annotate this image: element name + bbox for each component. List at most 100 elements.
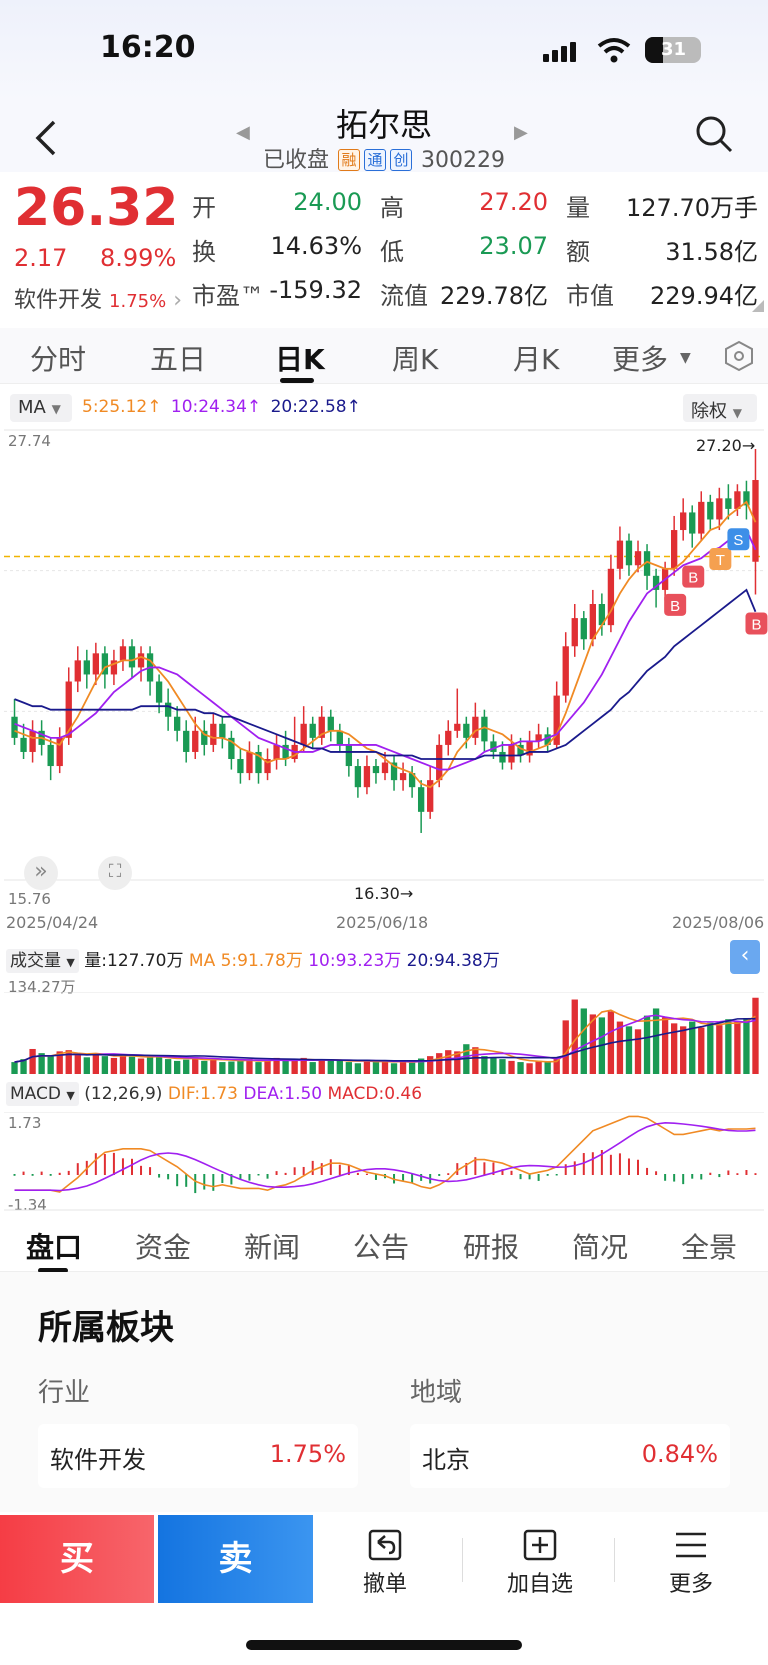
cancel-order-button[interactable]: 撤单 [330,1528,440,1616]
candle-body [580,618,587,640]
signal-badge [727,528,750,551]
tab-detail[interactable]: 公告 [353,1231,410,1264]
next-stock-icon[interactable]: ▶ [514,122,528,143]
more-button[interactable]: 更多 [636,1528,746,1616]
sell-button[interactable]: 卖 [158,1515,313,1603]
quote-label: 额 [566,238,590,266]
region-card[interactable]: 北京 0.84% [410,1424,730,1488]
volume-bar [526,1063,533,1074]
signal-letter: B [751,617,761,634]
volume-bar [634,1029,642,1074]
volume-bar [670,1023,678,1074]
macd-selector[interactable]: MACD ▼ [6,1082,79,1106]
tab-period[interactable]: 更多 [612,343,669,376]
adjust-selector[interactable]: 除权 ▼ [683,394,757,422]
search-icon[interactable] [694,114,734,154]
ma-selector[interactable]: MA ▼ [10,394,72,422]
volume-bar [725,1019,732,1074]
cancel-label: 撤单 [362,1572,407,1597]
candle-body [517,744,524,756]
tab-detail[interactable]: 资金 [135,1231,192,1264]
ma20-line [14,588,757,760]
volume-bar [318,1060,325,1074]
industry-card[interactable]: 软件开发 1.75% [38,1424,358,1488]
candle-body [707,501,714,520]
candle-body [526,741,533,756]
volume-bar [408,1062,416,1074]
prev-stock-icon[interactable]: ◀ [236,122,250,143]
volume-bar [580,1008,587,1074]
tab-detail[interactable]: 简况 [572,1231,629,1264]
candle-body [101,653,109,675]
candle-body [29,730,36,752]
candle-body [616,540,624,569]
volume-bar [47,1056,54,1074]
chevron-down-icon: ▼ [680,350,691,366]
volume-bar [155,1056,163,1074]
buy-button[interactable]: 买 [0,1515,154,1603]
ma10-up-icon: ↑ [246,397,262,417]
margin-badge: 融 [338,149,361,171]
tab-period[interactable]: 月K [513,343,560,376]
tab-period[interactable]: 日K [275,343,325,376]
candle-body [318,716,325,738]
volume-bar [517,1062,524,1074]
expand-corner-icon[interactable] [752,300,764,312]
y-max-label: 27.74 [8,432,51,450]
volume-bar [192,1057,199,1074]
high-marker-value: 27.20 [696,436,742,455]
volume-bar [553,1059,560,1074]
candle-body [562,646,569,696]
fast-forward-icon[interactable]: » [24,856,58,890]
candle-body [47,744,54,767]
region-name: 北京 [422,1446,470,1474]
candle-body [390,762,398,781]
tab-detail[interactable]: 研报 [463,1231,520,1264]
candle-body [336,730,343,745]
signal-letter: B [688,570,698,587]
back-icon[interactable] [32,118,62,158]
candle-body [589,604,596,640]
quote-value: 24.00 [293,188,362,216]
dea-line [14,1121,756,1192]
ma20-up-icon: ↑ [346,397,361,417]
tab-period[interactable]: 五日 [150,343,207,376]
tab-period[interactable]: 分时 [30,343,87,376]
active-tab-indicator [280,378,314,383]
volume-bar [472,1047,479,1074]
volume-ma10: 10:93.23万 [308,951,402,971]
volume-bar [101,1056,109,1074]
volume-selector[interactable]: 成交量 ▼ [6,949,79,973]
candle-body [544,734,551,745]
volume-bar [743,1017,750,1074]
fullscreen-icon[interactable]: ⛶ [98,856,132,890]
price-change-pct: 8.99% [100,244,177,272]
more-label: 更多 [668,1572,713,1597]
industry-name: 软件开发 [50,1446,146,1474]
volume-bar [680,1026,687,1074]
add-watchlist-button[interactable]: 加自选 [480,1528,600,1616]
candle-body [680,512,687,531]
collapse-panel-icon[interactable]: ‹ [730,940,760,974]
quote-value: 14.63% [270,232,362,260]
volume-bar [734,1021,741,1074]
tab-detail[interactable]: 盘口 [26,1231,83,1264]
macd-params: (12,26,9) [84,1084,163,1104]
candle-body [137,653,145,668]
tab-detail[interactable]: 新闻 [244,1231,301,1264]
volume-bar [490,1057,497,1074]
quote-label: 换 [192,238,216,266]
volume-label: 成交量 [10,951,61,971]
tab-period[interactable]: 周K [392,343,439,376]
candle-body [716,498,723,520]
candle-body [264,759,271,774]
volume-bar [56,1051,63,1074]
period-tabs [0,328,768,384]
sector-link[interactable]: 软件开发 1.75% › [14,282,182,314]
candle-body [282,744,289,760]
tab-detail[interactable]: 全景 [681,1231,738,1264]
quote-label: 流值 [380,282,428,310]
settings-hex-icon[interactable] [723,340,755,372]
volume-chart [4,992,764,1074]
